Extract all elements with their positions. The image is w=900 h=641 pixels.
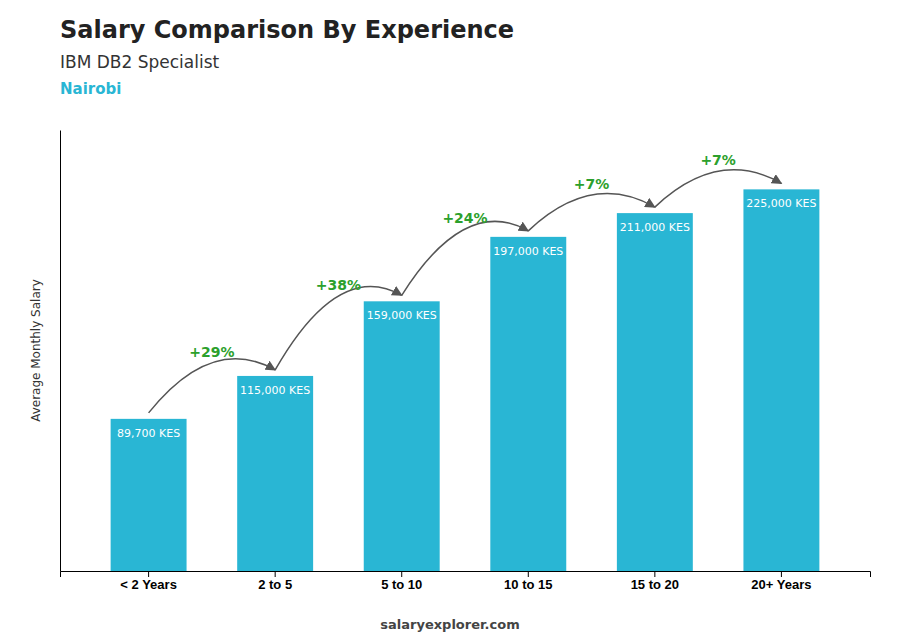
x-axis: < 2 Years 2 to 5 5 to 10 10 to 15 15 to 20 20… bbox=[61, 571, 871, 592]
data-label: 159,000 KES bbox=[367, 309, 437, 322]
annotations: +29% +38% +24% +7% +7% bbox=[149, 152, 782, 413]
x-tick-label: 10 to 15 bbox=[504, 577, 552, 592]
y-axis-title: Average Monthly Salary bbox=[29, 279, 43, 422]
data-label: 197,000 KES bbox=[493, 245, 563, 258]
x-axis-line bbox=[61, 572, 871, 578]
x-tick-label: 20+ Years bbox=[751, 577, 811, 592]
bar bbox=[111, 419, 187, 571]
x-tick: 15 to 20 bbox=[631, 571, 679, 592]
x-tick: 20+ Years bbox=[751, 571, 811, 592]
annotation: +24% bbox=[442, 210, 487, 226]
annotation: +7% bbox=[574, 176, 610, 192]
bar bbox=[237, 376, 313, 571]
bars bbox=[111, 189, 820, 571]
x-tick-mark bbox=[401, 571, 402, 577]
bar bbox=[617, 213, 693, 571]
title: Salary Comparison By Experience bbox=[60, 16, 514, 44]
data-labels: 89,700 KES 115,000 KES 159,000 KES 197,000 … bbox=[117, 197, 816, 439]
x-tick-mark bbox=[528, 571, 529, 577]
x-tick-mark bbox=[275, 571, 276, 577]
arrow bbox=[655, 170, 782, 207]
x-tick-mark bbox=[654, 571, 655, 577]
subtitle: IBM DB2 Specialist bbox=[60, 52, 220, 72]
chart: Salary Comparison By Experience IBM DB2 S… bbox=[0, 0, 900, 641]
x-tick: 2 to 5 bbox=[258, 571, 292, 592]
x-tick: 10 to 15 bbox=[504, 571, 552, 592]
city: Nairobi bbox=[60, 80, 121, 98]
data-label: 115,000 KES bbox=[240, 384, 310, 397]
arrow bbox=[402, 221, 529, 295]
data-label: 225,000 KES bbox=[746, 197, 816, 210]
x-tick: 5 to 10 bbox=[381, 571, 422, 592]
annotation: +38% bbox=[316, 277, 361, 293]
x-tick-label: 2 to 5 bbox=[258, 577, 292, 592]
annotation: +29% bbox=[189, 344, 234, 360]
y-axis bbox=[60, 131, 61, 572]
x-tick-label: 15 to 20 bbox=[631, 577, 679, 592]
arrow bbox=[275, 286, 402, 369]
data-label: 211,000 KES bbox=[620, 221, 690, 234]
bar bbox=[743, 189, 819, 571]
bar bbox=[364, 301, 440, 571]
annotation: +7% bbox=[700, 152, 736, 168]
footer: salaryexplorer.com bbox=[380, 617, 519, 632]
plot: < 2 Years 2 to 5 5 to 10 10 to 15 15 to 20 20… bbox=[61, 131, 871, 593]
y-axis-line bbox=[60, 131, 61, 572]
bar bbox=[490, 237, 566, 571]
x-tick: < 2 Years bbox=[120, 571, 177, 592]
arrow bbox=[528, 194, 655, 231]
x-tick-mark bbox=[781, 571, 782, 577]
data-label: 89,700 KES bbox=[117, 427, 180, 440]
x-tick-label: < 2 Years bbox=[120, 577, 177, 592]
arrow bbox=[149, 359, 276, 413]
x-tick-mark bbox=[148, 571, 149, 577]
x-tick-label: 5 to 10 bbox=[381, 577, 422, 592]
